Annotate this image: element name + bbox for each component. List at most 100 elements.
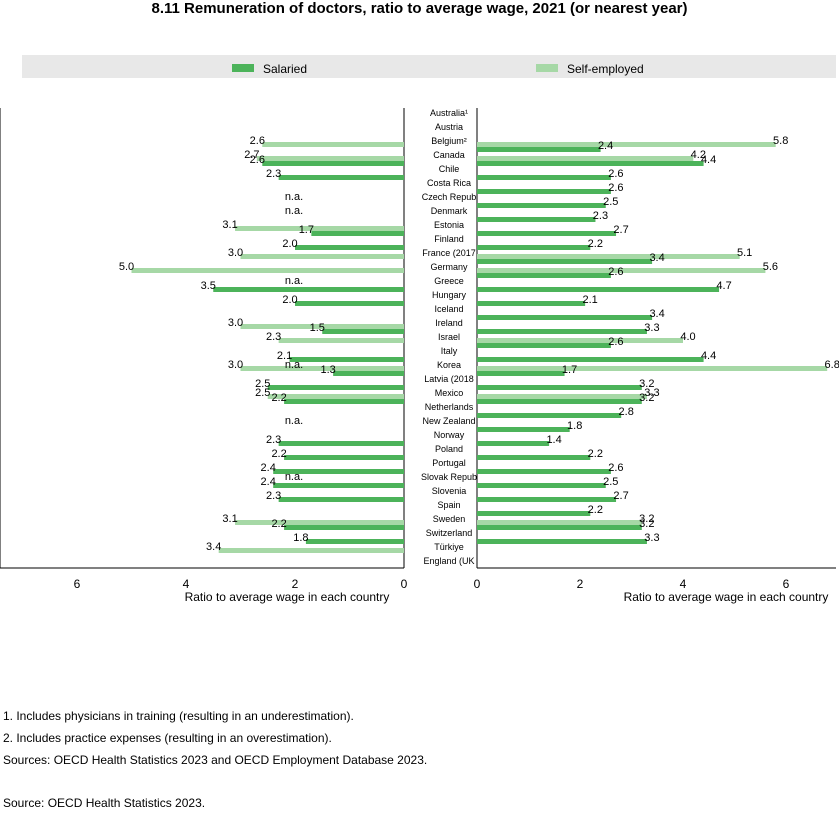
right-data-label-salaried: 2.2 <box>588 238 603 250</box>
left-bar-salaried <box>278 441 404 446</box>
category-label: Australia¹ <box>430 108 468 118</box>
left-bar-self-employed <box>218 548 404 553</box>
left-bar-salaried <box>289 357 404 362</box>
left-bar-salaried <box>284 455 404 460</box>
right-x-tick-label: 6 <box>783 577 790 591</box>
left-bar-self-employed <box>262 142 404 147</box>
left-bar-self-employed <box>235 520 404 525</box>
right-bar-salaried <box>477 441 550 446</box>
right-bar-self-employed <box>477 268 766 273</box>
category-label: Spain <box>437 500 460 510</box>
right-bar-salaried <box>477 497 617 502</box>
category-label: Italy <box>441 346 458 356</box>
left-bar-salaried <box>322 329 404 334</box>
right-bar-salaried <box>477 259 653 264</box>
right-bar-self-employed <box>477 156 694 161</box>
right-data-label-salaried: 2.2 <box>588 448 603 460</box>
category-label: Sweden <box>433 514 466 524</box>
right-bar-salaried <box>477 175 611 180</box>
right-bar-salaried <box>477 469 611 474</box>
left-data-label-self-employed: 3.4 <box>206 541 221 553</box>
category-label: Portugal <box>432 458 466 468</box>
right-data-label-salaried: 3.3 <box>644 322 659 334</box>
left-data-label-salaried: 2.4 <box>261 476 276 488</box>
right-bar-salaried <box>477 189 611 194</box>
category-label: Ireland <box>435 318 463 328</box>
right-data-label-salaried: 2.6 <box>608 336 623 348</box>
right-data-label-salaried: 3.2 <box>639 392 654 404</box>
source-note: Source: OECD Health Statistics 2023. <box>3 796 206 810</box>
left-bar-self-employed <box>278 338 404 343</box>
left-bar-salaried <box>311 231 404 236</box>
category-label: Korea <box>437 360 461 370</box>
category-label: Slovak Repub <box>421 472 477 482</box>
category-label: Iceland <box>434 304 463 314</box>
left-bar-salaried <box>278 175 404 180</box>
left-data-label-salaried: 2.2 <box>271 392 286 404</box>
category-label: England (UK <box>423 556 474 566</box>
right-bar-salaried <box>477 329 647 334</box>
left-data-label-salaried: 2.2 <box>271 518 286 530</box>
right-data-label-salaried: 2.2 <box>588 504 603 516</box>
right-bar-salaried <box>477 245 591 250</box>
right-bar-salaried <box>477 385 642 390</box>
left-data-label-salaried: 2.0 <box>282 238 297 250</box>
category-label: Belgium² <box>431 136 467 146</box>
chart-title: 8.11 Remuneration of doctors, ratio to a… <box>151 0 688 17</box>
right-data-label-salaried: 2.5 <box>603 476 618 488</box>
right-data-label-salaried: 3.4 <box>649 308 664 320</box>
right-bar-salaried <box>477 399 642 404</box>
category-label: Switzerland <box>426 528 473 538</box>
right-data-label-salaried: 2.8 <box>619 406 634 418</box>
right-bar-salaried <box>477 357 704 362</box>
right-bar-salaried <box>477 371 565 376</box>
legend-background <box>22 55 836 78</box>
left-data-label-salaried: 2.6 <box>250 154 265 166</box>
left-bar-salaried <box>333 371 404 376</box>
right-x-axis-label: Ratio to average wage in each country <box>624 590 829 604</box>
right-data-label-salaried: 2.1 <box>583 294 598 306</box>
right-bar-salaried <box>477 273 611 278</box>
left-data-label-salaried: 1.5 <box>310 322 325 334</box>
right-bar-salaried <box>477 455 591 460</box>
footnote-sources: Sources: OECD Health Statistics 2023 and… <box>3 753 428 767</box>
footnote-1: 1. Includes physicians in training (resu… <box>3 709 354 723</box>
right-data-label-salaried: 2.3 <box>593 210 608 222</box>
category-label: Chile <box>439 164 460 174</box>
category-label: Latvia (2018 <box>424 374 474 384</box>
right-data-label-salaried: 4.7 <box>716 280 731 292</box>
left-na-label: n.a. <box>285 359 303 371</box>
right-x-tick-label: 0 <box>474 577 481 591</box>
right-data-label-self-employed: 4.0 <box>680 331 695 343</box>
left-x-tick-label: 0 <box>401 577 408 591</box>
right-bar-salaried <box>477 301 586 306</box>
category-label: New Zealand <box>422 416 475 426</box>
right-bar-salaried <box>477 217 596 222</box>
right-data-label-self-employed: 4.2 <box>691 149 706 161</box>
right-bar-salaried <box>477 483 606 488</box>
left-bar-salaried <box>262 161 404 166</box>
left-data-label-self-employed: 3.0 <box>228 247 243 259</box>
right-bar-salaried <box>477 413 622 418</box>
right-data-label-salaried: 2.5 <box>603 196 618 208</box>
category-label: Czech Repub <box>422 192 477 202</box>
left-data-label-salaried: 1.8 <box>293 532 308 544</box>
right-bar-self-employed <box>477 142 776 147</box>
right-data-label-salaried: 1.7 <box>562 364 577 376</box>
right-bar-self-employed <box>477 254 740 259</box>
right-bar-salaried <box>477 203 606 208</box>
legend-swatch-self-employed <box>536 64 558 72</box>
category-label: Slovenia <box>432 486 467 496</box>
left-x-tick-label: 6 <box>74 577 81 591</box>
category-label: Denmark <box>431 206 468 216</box>
left-bar-salaried <box>273 483 404 488</box>
category-label: Hungary <box>432 290 467 300</box>
left-bar-self-employed <box>240 254 404 259</box>
category-label: Mexico <box>435 388 464 398</box>
right-bar-self-employed <box>477 394 647 399</box>
right-bar-salaried <box>477 525 642 530</box>
left-x-axis-label: Ratio to average wage in each country <box>185 590 390 604</box>
category-label: Greece <box>434 276 464 286</box>
left-bar-salaried <box>284 399 404 404</box>
left-data-label-salaried: 2.5 <box>255 378 270 390</box>
